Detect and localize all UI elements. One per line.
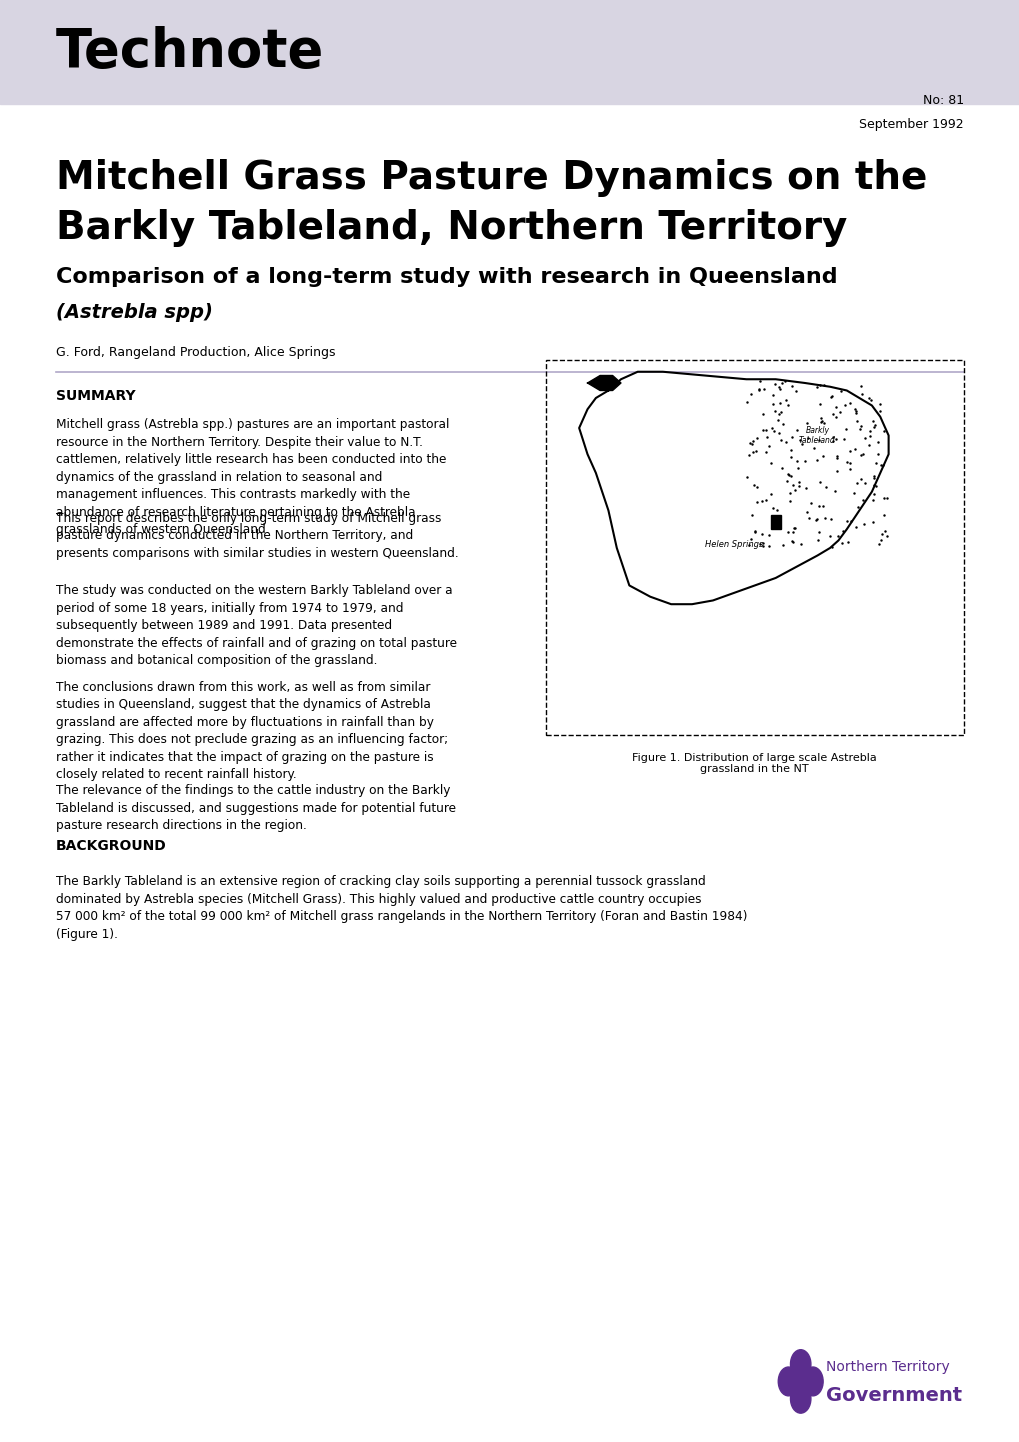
Text: Government: Government	[825, 1386, 961, 1406]
Text: Mitchell grass (Astrebla spp.) pastures are an important pastoral
resource in th: Mitchell grass (Astrebla spp.) pastures …	[56, 418, 449, 536]
Polygon shape	[587, 375, 621, 391]
Text: The Barkly Tableland is an extensive region of cracking clay soils supporting a : The Barkly Tableland is an extensive reg…	[56, 875, 747, 940]
Text: September 1992: September 1992	[858, 118, 963, 131]
Bar	[545, 360, 963, 735]
Text: No: 81: No: 81	[922, 94, 963, 107]
Circle shape	[802, 1367, 822, 1396]
Text: Figure 1. Distribution of large scale Astrebla
grassland in the NT: Figure 1. Distribution of large scale As…	[632, 753, 876, 774]
Text: (Astrebla spp): (Astrebla spp)	[56, 303, 213, 322]
Text: Barkly Tableland, Northern Territory: Barkly Tableland, Northern Territory	[56, 209, 847, 247]
Circle shape	[777, 1367, 798, 1396]
Text: Northern Territory: Northern Territory	[825, 1360, 949, 1374]
Text: G. Ford, Rangeland Production, Alice Springs: G. Ford, Rangeland Production, Alice Spr…	[56, 346, 335, 359]
Circle shape	[790, 1384, 810, 1413]
Text: The study was conducted on the western Barkly Tableland over a
period of some 18: The study was conducted on the western B…	[56, 584, 457, 668]
Text: Barkly
Tableland: Barkly Tableland	[798, 425, 836, 446]
Circle shape	[794, 1373, 806, 1390]
Circle shape	[790, 1350, 810, 1379]
Text: BACKGROUND: BACKGROUND	[56, 839, 167, 854]
Text: Comparison of a long-term study with research in Queensland: Comparison of a long-term study with res…	[56, 267, 837, 287]
Text: Technote: Technote	[56, 26, 324, 78]
Bar	[0, 0, 1019, 104]
Text: This report describes the only long-term study of Mitchell grass
pasture dynamic: This report describes the only long-term…	[56, 512, 459, 559]
Text: Mitchell Grass Pasture Dynamics on the: Mitchell Grass Pasture Dynamics on the	[56, 159, 926, 196]
Text: SUMMARY: SUMMARY	[56, 389, 136, 404]
Bar	[770, 515, 781, 529]
Text: The conclusions drawn from this work, as well as from similar
studies in Queensl: The conclusions drawn from this work, as…	[56, 681, 447, 782]
Text: The relevance of the findings to the cattle industry on the Barkly
Tableland is : The relevance of the findings to the cat…	[56, 784, 455, 832]
Text: Helen Springs: Helen Springs	[704, 541, 762, 549]
